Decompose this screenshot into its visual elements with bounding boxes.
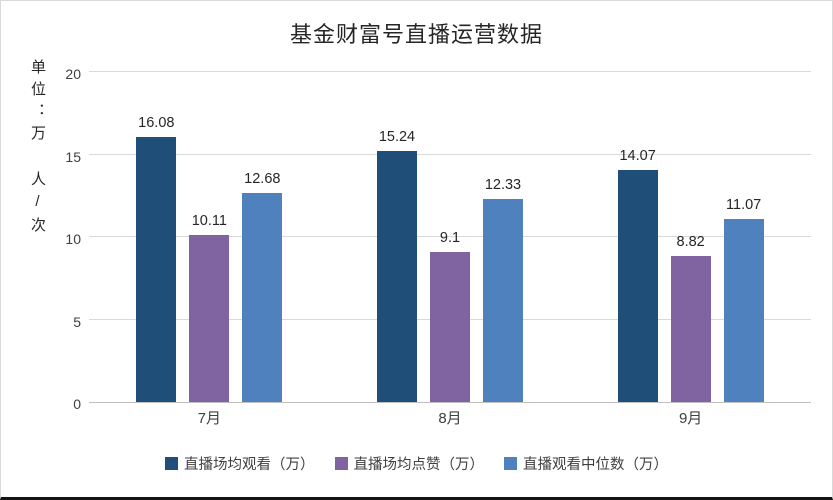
bar: 12.33	[482, 177, 523, 402]
bar-value-label: 12.68	[244, 170, 281, 187]
bar: 10.11	[189, 213, 230, 402]
legend-marker	[504, 457, 517, 470]
bar: 8.82	[670, 234, 711, 402]
bar-value-label: 10.11	[191, 213, 227, 230]
legend-item: 直播场均点赞（万）	[334, 453, 485, 474]
bar-group: 15.24 9.1 12.33	[376, 73, 524, 402]
y-tick-label: 0	[73, 396, 81, 412]
x-axis-label: 8月	[438, 410, 462, 427]
bar-group: 16.08 10.11 12.68	[135, 73, 283, 402]
bar-value-label: 8.82	[676, 234, 705, 251]
legend-marker	[334, 457, 348, 470]
bar-value-label: 16.08	[138, 114, 175, 131]
legend: 直播场均观看（万） 直播场均点赞（万） 直播观看中位数（万）	[1, 453, 832, 474]
gridline	[89, 153, 811, 155]
y-axis-title: 单位：万 人/次	[29, 59, 46, 239]
bar-value-label: 11.07	[726, 197, 762, 214]
bar: 9.1	[429, 230, 470, 402]
bar: 15.24	[376, 129, 417, 402]
legend-item: 直播观看中位数（万）	[504, 453, 668, 474]
bar: 12.68	[242, 171, 283, 402]
y-tick-label: 10	[65, 231, 81, 247]
bar: 16.08	[136, 115, 177, 402]
x-axis-labels: 7月 8月 9月	[89, 407, 811, 428]
legend-label: 直播观看中位数（万）	[523, 457, 668, 473]
bar: 11.07	[723, 197, 764, 402]
y-tick-label: 15	[65, 148, 81, 165]
bar-value-label: 9.1	[439, 229, 461, 246]
bar-value-label: 12.33	[484, 176, 522, 193]
x-axis-label: 7月	[197, 410, 221, 427]
bar-value-label: 14.07	[619, 147, 656, 164]
y-axis-tick-labels: 0 5 10 15 20	[47, 66, 81, 412]
gridline	[89, 71, 811, 72]
bar-groups: 16.08 10.11 12.68 15.24 9.1 12.33 14.07 8.82 11.…	[89, 73, 811, 402]
legend-item: 直播场均观看（万）	[165, 453, 315, 474]
gridline	[89, 236, 811, 237]
chart-title: 基金财富号直播运营数据	[289, 22, 543, 47]
bar: 14.07	[617, 148, 658, 402]
legend-marker	[165, 457, 178, 470]
bar-group: 14.07 8.82 11.07	[617, 73, 765, 402]
bar-value-label: 15.24	[378, 128, 416, 145]
legend-label: 直播场均观看（万）	[184, 457, 315, 473]
x-axis-label: 9月	[678, 410, 703, 427]
y-tick-label: 5	[73, 313, 81, 330]
y-tick-label: 20	[65, 66, 81, 82]
plot-area: 16.08 10.11 12.68 15.24 9.1 12.33 14.07 8.82 11.…	[89, 71, 811, 403]
legend-label: 直播场均点赞（万）	[353, 457, 485, 473]
